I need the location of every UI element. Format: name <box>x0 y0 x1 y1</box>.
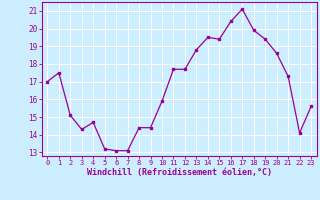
X-axis label: Windchill (Refroidissement éolien,°C): Windchill (Refroidissement éolien,°C) <box>87 168 272 177</box>
